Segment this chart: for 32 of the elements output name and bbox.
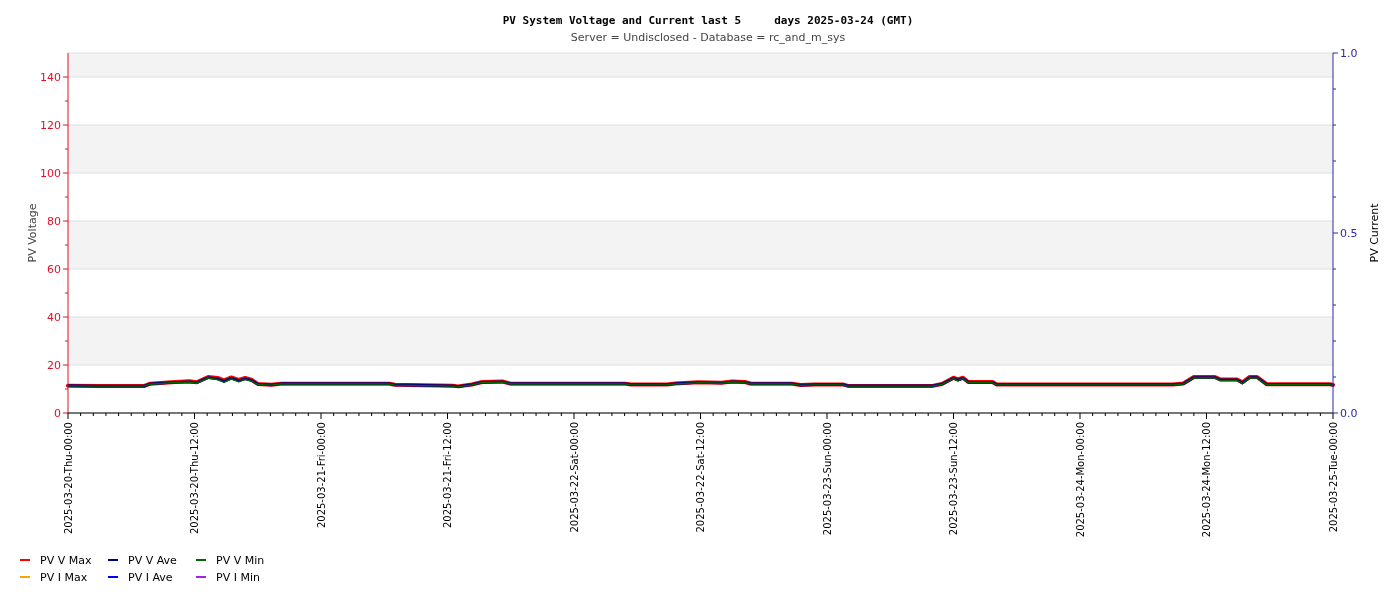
x-tick-label: 2025-03-23-Sun-12:00 (948, 422, 959, 536)
y2-tick-label: 0.0 (1340, 406, 1358, 420)
x-tick-label: 2025-03-20-Thu-00:00 (62, 422, 74, 535)
y-tick-label: 40 (47, 310, 61, 324)
x-tick-label: 2025-03-22-Sat-12:00 (695, 422, 706, 533)
x-tick-label: 2025-03-24-Mon-00:00 (1074, 422, 1086, 538)
legend-label: PV I Min (216, 570, 260, 584)
y2-axis-title: PV Current (1368, 202, 1381, 263)
y2-tick-label: 1.0 (1340, 46, 1358, 60)
legend-label: PV V Ave (128, 553, 178, 567)
x-tick-label: 2025-03-23-Sun-00:00 (821, 422, 833, 536)
y-tick-label: 100 (40, 166, 61, 180)
legend-label: PV V Max (40, 553, 92, 567)
y2-tick-label: 0.5 (1340, 226, 1358, 240)
x-tick-label: 2025-03-24-Mon-12:00 (1201, 422, 1212, 538)
x-tick-label: 2025-03-21-Fri-12:00 (442, 422, 453, 529)
x-tick-label: 2025-03-21-Fri-00:00 (315, 422, 327, 529)
legend-label: PV I Max (40, 570, 88, 584)
y-axis-title: PV Voltage (26, 203, 39, 263)
y-tick-label: 120 (40, 118, 61, 132)
legend-label: PV V Min (216, 553, 265, 567)
x-tick-label: 2025-03-22-Sat-00:00 (568, 422, 580, 533)
y-tick-label: 80 (47, 214, 61, 228)
legend-label: PV I Ave (128, 570, 173, 584)
y-tick-label: 20 (47, 358, 61, 372)
chart-title: PV System Voltage and Current last 5 days 2025-03-24 (GMT) (502, 14, 914, 27)
y-tick-label: 140 (40, 70, 61, 84)
x-tick-label: 2025-03-25-Tue-00:00 (1327, 422, 1339, 533)
x-tick-label: 2025-03-20-Thu-12:00 (189, 422, 200, 535)
y-tick-label: 60 (47, 262, 61, 276)
chart-subtitle: Server = Undisclosed - Database = rc_and_m_sys (570, 31, 846, 44)
y-tick-label: 0 (54, 406, 61, 420)
